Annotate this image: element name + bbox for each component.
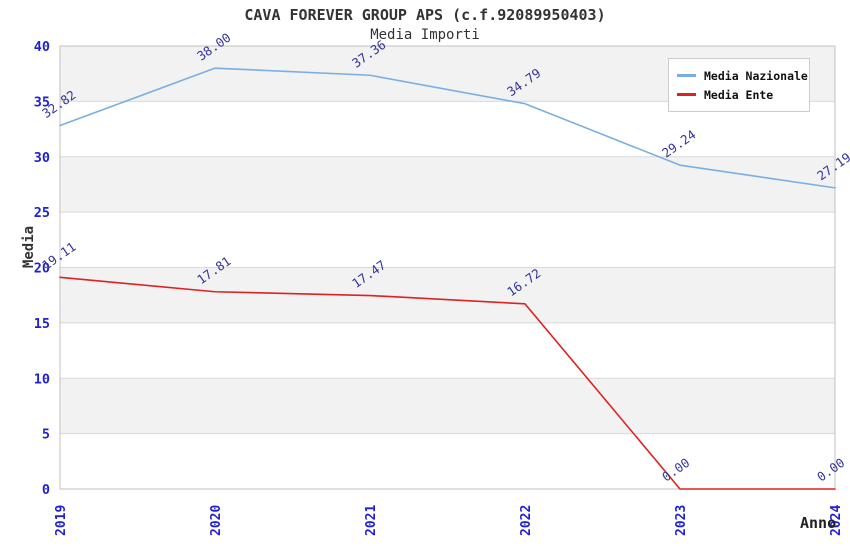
- legend-label-media-nazionale: Media Nazionale: [704, 68, 808, 83]
- y-tick-label: 0: [42, 482, 50, 498]
- point-label: 0.00: [814, 455, 847, 485]
- y-tick-label: 25: [34, 205, 50, 221]
- y-tick-label: 20: [34, 261, 50, 277]
- x-tick-label: 2023: [674, 505, 689, 536]
- y-tick-label: 40: [34, 39, 50, 55]
- point-label: 32.82: [39, 87, 78, 121]
- media-nazionale-line-swatch-icon: [677, 74, 696, 77]
- plot-border: [59, 45, 836, 490]
- series-line-media-ente: [59, 276, 836, 490]
- legend: Media Nazionale Media Ente: [668, 58, 810, 112]
- y-tick-label: 35: [34, 94, 50, 110]
- x-tick-label: 2021: [364, 505, 379, 536]
- y-tick-label: 5: [42, 427, 50, 443]
- chart-subtitle: Media Importi: [370, 27, 480, 43]
- point-label: 29.24: [659, 127, 698, 161]
- y-axis-label: Media: [21, 225, 37, 269]
- plot-band: [60, 267, 835, 323]
- legend-label-media-ente: Media Ente: [704, 87, 774, 102]
- x-tick-label: 2020: [209, 505, 224, 536]
- series-line-media-nazionale: [59, 67, 836, 189]
- x-axis-label: Anno: [800, 514, 837, 532]
- x-tick-label: 2022: [519, 505, 534, 536]
- y-tick-label: 15: [34, 316, 50, 332]
- legend-item-media-ente: Media Ente: [677, 85, 801, 104]
- y-tick-label: 10: [34, 371, 50, 387]
- chart-title: CAVA FOREVER GROUP APS (c.f.92089950403): [244, 6, 606, 24]
- x-tick-label: 2024: [829, 505, 844, 536]
- x-tick-label: 2019: [54, 505, 69, 536]
- plot-band: [60, 378, 835, 434]
- point-label: 0.00: [659, 455, 692, 485]
- media-ente-line-swatch-icon: [677, 93, 696, 96]
- legend-item-media-nazionale: Media Nazionale: [677, 66, 808, 85]
- plot-band: [60, 156, 835, 213]
- y-tick-label: 30: [34, 150, 50, 166]
